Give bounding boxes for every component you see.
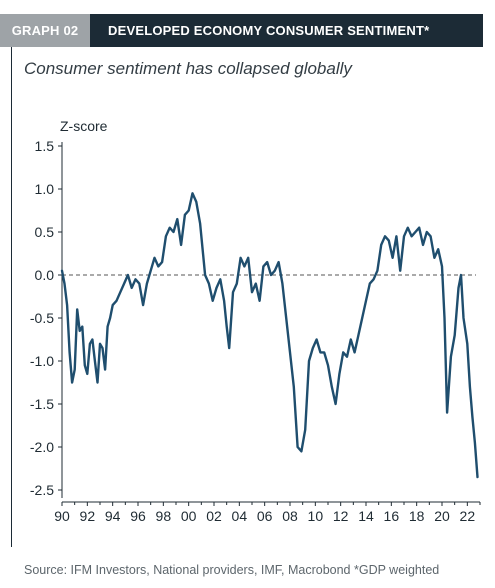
y-tick-label: -0.5 <box>30 310 54 326</box>
x-tick-label: 20 <box>434 508 450 524</box>
y-axis-label: Z-score <box>60 118 108 134</box>
series-line <box>60 192 479 479</box>
graph-number-tag: GRAPH 02 <box>0 14 90 47</box>
chart-subtitle: Consumer sentiment has collapsed globall… <box>24 59 352 78</box>
x-tick-label: 00 <box>181 508 197 524</box>
y-tick-label: -2.0 <box>30 439 54 455</box>
x-tick-label: 94 <box>105 508 121 524</box>
y-tick-label: -1.5 <box>30 396 54 412</box>
x-tick-label: 98 <box>156 508 172 524</box>
graph-title: DEVELOPED ECONOMY CONSUMER SENTIMENT* <box>90 14 483 47</box>
x-tick-label: 04 <box>232 508 248 524</box>
x-tick-label: 08 <box>282 508 298 524</box>
x-tick-label: 18 <box>409 508 425 524</box>
left-divider <box>11 47 12 547</box>
x-tick-label: 02 <box>206 508 222 524</box>
x-tick-label: 96 <box>130 508 146 524</box>
graph-header: GRAPH 02 DEVELOPED ECONOMY CONSUMER SENT… <box>0 14 483 47</box>
x-tick-label: 06 <box>257 508 273 524</box>
y-tick-label: -1.0 <box>30 353 54 369</box>
x-tick-label: 22 <box>460 508 476 524</box>
y-tick-label: 0.0 <box>35 267 55 283</box>
x-tick-label: 16 <box>384 508 400 524</box>
y-tick-label: -2.5 <box>30 482 54 498</box>
source-note: Source: IFM Investors, National provider… <box>24 563 440 577</box>
x-tick-label: 92 <box>80 508 96 524</box>
x-tick-label: 14 <box>358 508 374 524</box>
x-tick-label: 12 <box>333 508 349 524</box>
y-tick-label: 1.0 <box>35 181 55 197</box>
y-tick-label: 1.5 <box>35 138 55 154</box>
y-tick-label: 0.5 <box>35 224 55 240</box>
x-tick-label: 10 <box>308 508 324 524</box>
x-tick-label: 90 <box>54 508 70 524</box>
